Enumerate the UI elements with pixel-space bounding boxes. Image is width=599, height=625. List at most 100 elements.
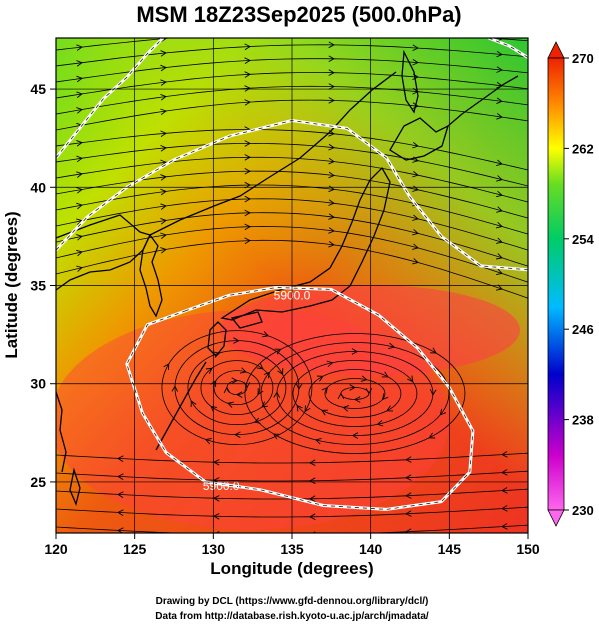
streamline-gyre (244, 333, 466, 454)
streamline-arrow (244, 237, 251, 245)
streamline-gyre (187, 350, 287, 426)
chart-title: MSM 18Z23Sep2025 (500.0hPa) (136, 2, 461, 27)
streamline-arrow (326, 360, 334, 368)
streamline-arrow (328, 199, 335, 206)
colorbar: 230 238 246 254 262 270 (547, 41, 594, 527)
streamline-arrow (204, 438, 212, 445)
colorbar-bar (547, 57, 565, 511)
streamline-arrow (412, 88, 419, 95)
streamline-arrow (304, 405, 311, 413)
streamline-arrow (412, 243, 419, 250)
streamline-arrow (412, 59, 419, 66)
streamline-gyre (308, 369, 402, 418)
streamline-arrow (117, 509, 124, 516)
x-tick-label: 125 (123, 541, 147, 557)
x-tick-label: 130 (202, 541, 226, 557)
streamline-arrow (439, 408, 447, 416)
streamline-arrow (321, 409, 328, 416)
streamline-arrow (328, 241, 335, 248)
streamline-arrow (76, 187, 83, 194)
streamline-gyre (174, 340, 300, 436)
streamline-arrow (309, 495, 316, 502)
credit-data: Data from http://database.rish.kyoto-u.a… (155, 611, 429, 622)
streamline-arrow (328, 97, 335, 104)
streamline-arrow (235, 391, 243, 398)
streamline-gyre (161, 330, 313, 446)
streamline-arrow (412, 171, 419, 178)
streamline-arrow (376, 420, 384, 427)
streamline-arrow (160, 217, 167, 225)
streamline-arrow (496, 175, 503, 182)
streamline-arrow (213, 495, 220, 502)
contour-line (488, 38, 528, 59)
x-tick-label: 120 (44, 541, 68, 557)
streamline-arrow (76, 234, 83, 241)
streamline-arrow (412, 44, 419, 52)
streamline-arrow (496, 97, 503, 105)
coastline-korea (139, 233, 163, 318)
streamline-arrow (160, 203, 167, 210)
coastline-honshu (220, 166, 391, 321)
streamline-arrow (386, 405, 394, 412)
streamline-arrow (76, 249, 83, 257)
coastline-primorye (149, 71, 397, 236)
streamline-arrow (160, 79, 167, 86)
y-axis-title: Latitude (degrees) (2, 211, 21, 358)
streamline-arrow (117, 491, 124, 498)
streamline-arrow (171, 385, 179, 392)
x-axis: 120 125 130 135 140 145 150 (44, 533, 540, 557)
streamline-arrow (117, 473, 124, 480)
streamline-gyre (276, 351, 434, 436)
streamline-arrow (405, 492, 412, 499)
streamline-arrow (163, 363, 170, 370)
streamline-arrow (328, 83, 335, 90)
x-axis-title: Longitude (degrees) (210, 559, 373, 578)
streamline-arrow (412, 258, 419, 265)
streamline-arrow (76, 75, 83, 83)
streamline-arrow (244, 209, 251, 217)
streamline-arrow (413, 30, 418, 36)
streamline-arrow (160, 144, 167, 152)
streamline-arrow (328, 41, 335, 49)
colorbar-tick-label: 246 (572, 322, 594, 337)
streamline-gyre (213, 370, 261, 406)
streamline-arrow (496, 66, 503, 73)
contour-line-dash (126, 287, 474, 510)
streamline-arrow (309, 459, 316, 466)
streamline-arrow (407, 375, 414, 383)
y-tick-label: 35 (30, 278, 46, 294)
streamline-arrow (496, 237, 503, 244)
streamline-arrow (244, 99, 251, 106)
streamline-arrow (160, 159, 167, 167)
streamline-arrow (190, 400, 197, 408)
streamline-arrow (273, 391, 281, 398)
streamline-arrow (405, 474, 412, 481)
streamline-arrow (233, 337, 240, 344)
streamline-arrow (272, 433, 280, 440)
streamline-arrow (76, 265, 83, 272)
streamline-arrow (213, 513, 220, 520)
x-tick-label: 140 (359, 541, 383, 557)
streamline-arrow (160, 93, 167, 101)
streamline-gyre (260, 342, 450, 445)
streamline-arrow (351, 348, 359, 355)
streamline-arrow (274, 348, 282, 355)
contour-label: 5900.0 (203, 479, 240, 493)
streamline-arrow (227, 401, 234, 408)
streamline-arrow (257, 388, 264, 396)
y-tick-label: 30 (30, 376, 46, 392)
coastline-mainland-east (56, 214, 151, 291)
streamline-arrow (244, 140, 251, 147)
streamline-arrow (412, 229, 419, 236)
streamline-arrow (412, 142, 419, 149)
streamline (56, 38, 528, 51)
streamline-arrow (243, 382, 251, 389)
colorbar-max-arrow (547, 41, 565, 59)
streamline-arrow (244, 57, 251, 64)
streamline-arrow (496, 206, 503, 213)
streamline-arrow (296, 404, 303, 412)
streamline-arrow (244, 223, 251, 231)
colorbar-tick-label: 270 (572, 51, 594, 66)
warm-core-south (56, 310, 450, 530)
streamline-arrow (501, 487, 508, 494)
